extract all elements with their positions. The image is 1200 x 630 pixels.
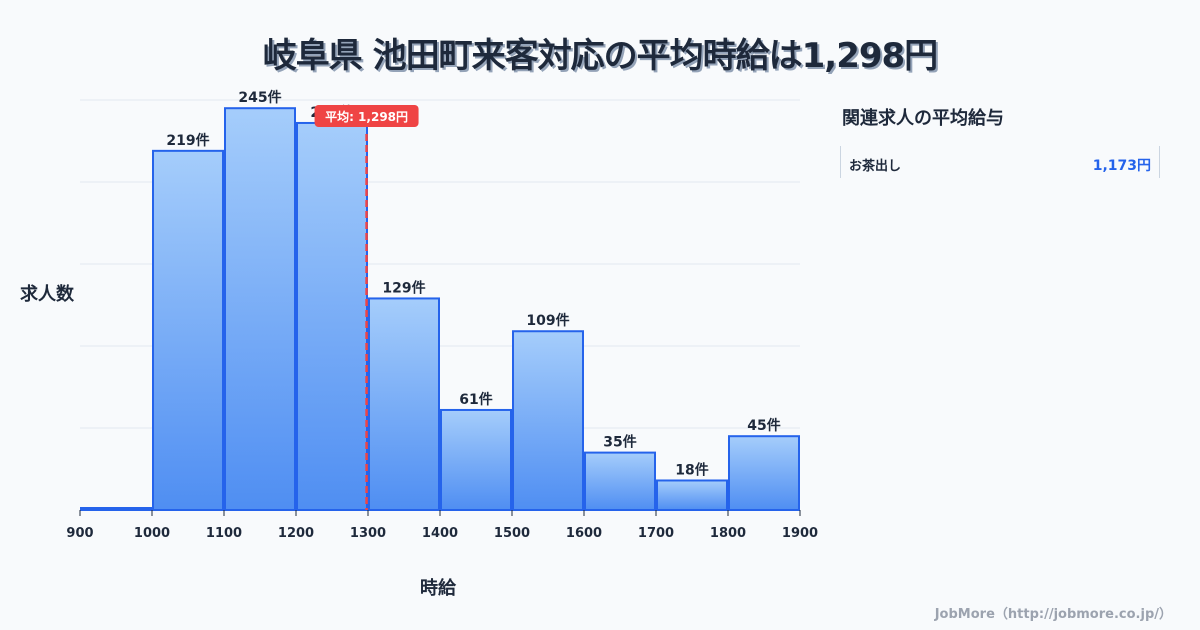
- bar-value-label: 129件: [382, 279, 425, 296]
- bar-value-label: 18件: [675, 461, 708, 478]
- footer-credit: JobMore（http://jobmore.co.jp/）: [934, 607, 1172, 622]
- page-title: 岐阜県 池田町来客対応の平均時給は1,298円: [262, 36, 938, 76]
- bar-value-label: 109件: [526, 312, 569, 329]
- x-tick-label: 1000: [134, 526, 170, 541]
- bar-value-label: 61件: [459, 391, 492, 408]
- bars: 219件245件236件129件61件109件35件18件45件: [80, 89, 800, 512]
- bar-value-label: 45件: [747, 417, 780, 434]
- bar-value-label: 35件: [603, 434, 636, 451]
- histogram-bar: [656, 479, 728, 512]
- histogram-bar: [584, 451, 656, 512]
- x-tick-label: 1200: [278, 526, 314, 541]
- histogram-bar: [512, 330, 584, 511]
- related-job-salary: 1,173円: [1092, 158, 1151, 174]
- related-job-name: お茶出し: [849, 159, 902, 174]
- x-tick-label: 1600: [566, 526, 602, 541]
- x-axis-label: 時給: [420, 578, 456, 599]
- x-tick-label: 900: [66, 526, 93, 541]
- histogram-bar: [152, 149, 224, 511]
- related-salary-title: 関連求人の平均給与: [842, 108, 1004, 129]
- bar-value-label: 219件: [166, 132, 209, 149]
- x-tick-label: 1100: [206, 526, 242, 541]
- x-tick-label: 1400: [422, 526, 458, 541]
- x-tick-label: 1900: [782, 526, 818, 541]
- histogram-bar: [440, 408, 512, 511]
- mean-badge-label: 平均: 1,298円: [325, 109, 408, 124]
- x-tick-label: 1300: [350, 526, 386, 541]
- related-salary-row: お茶出し 1,173円: [840, 146, 1160, 178]
- histogram-bar: [224, 107, 296, 511]
- histogram-bar: [368, 297, 440, 511]
- x-tick-label: 1800: [710, 526, 746, 541]
- bar-value-label: 245件: [238, 89, 281, 106]
- histogram-bar: [296, 121, 368, 512]
- histogram-bar: [728, 435, 800, 512]
- histogram-bar: [80, 507, 152, 511]
- x-axis: 900 1000 1100 1200 1300 1400 1500 1600 1700 1800 1…: [66, 510, 818, 541]
- mean-line: 平均: 1,298円: [314, 105, 419, 510]
- y-axis-label: 求人数: [20, 284, 74, 305]
- x-tick-label: 1700: [638, 526, 674, 541]
- x-tick-label: 1500: [494, 526, 530, 541]
